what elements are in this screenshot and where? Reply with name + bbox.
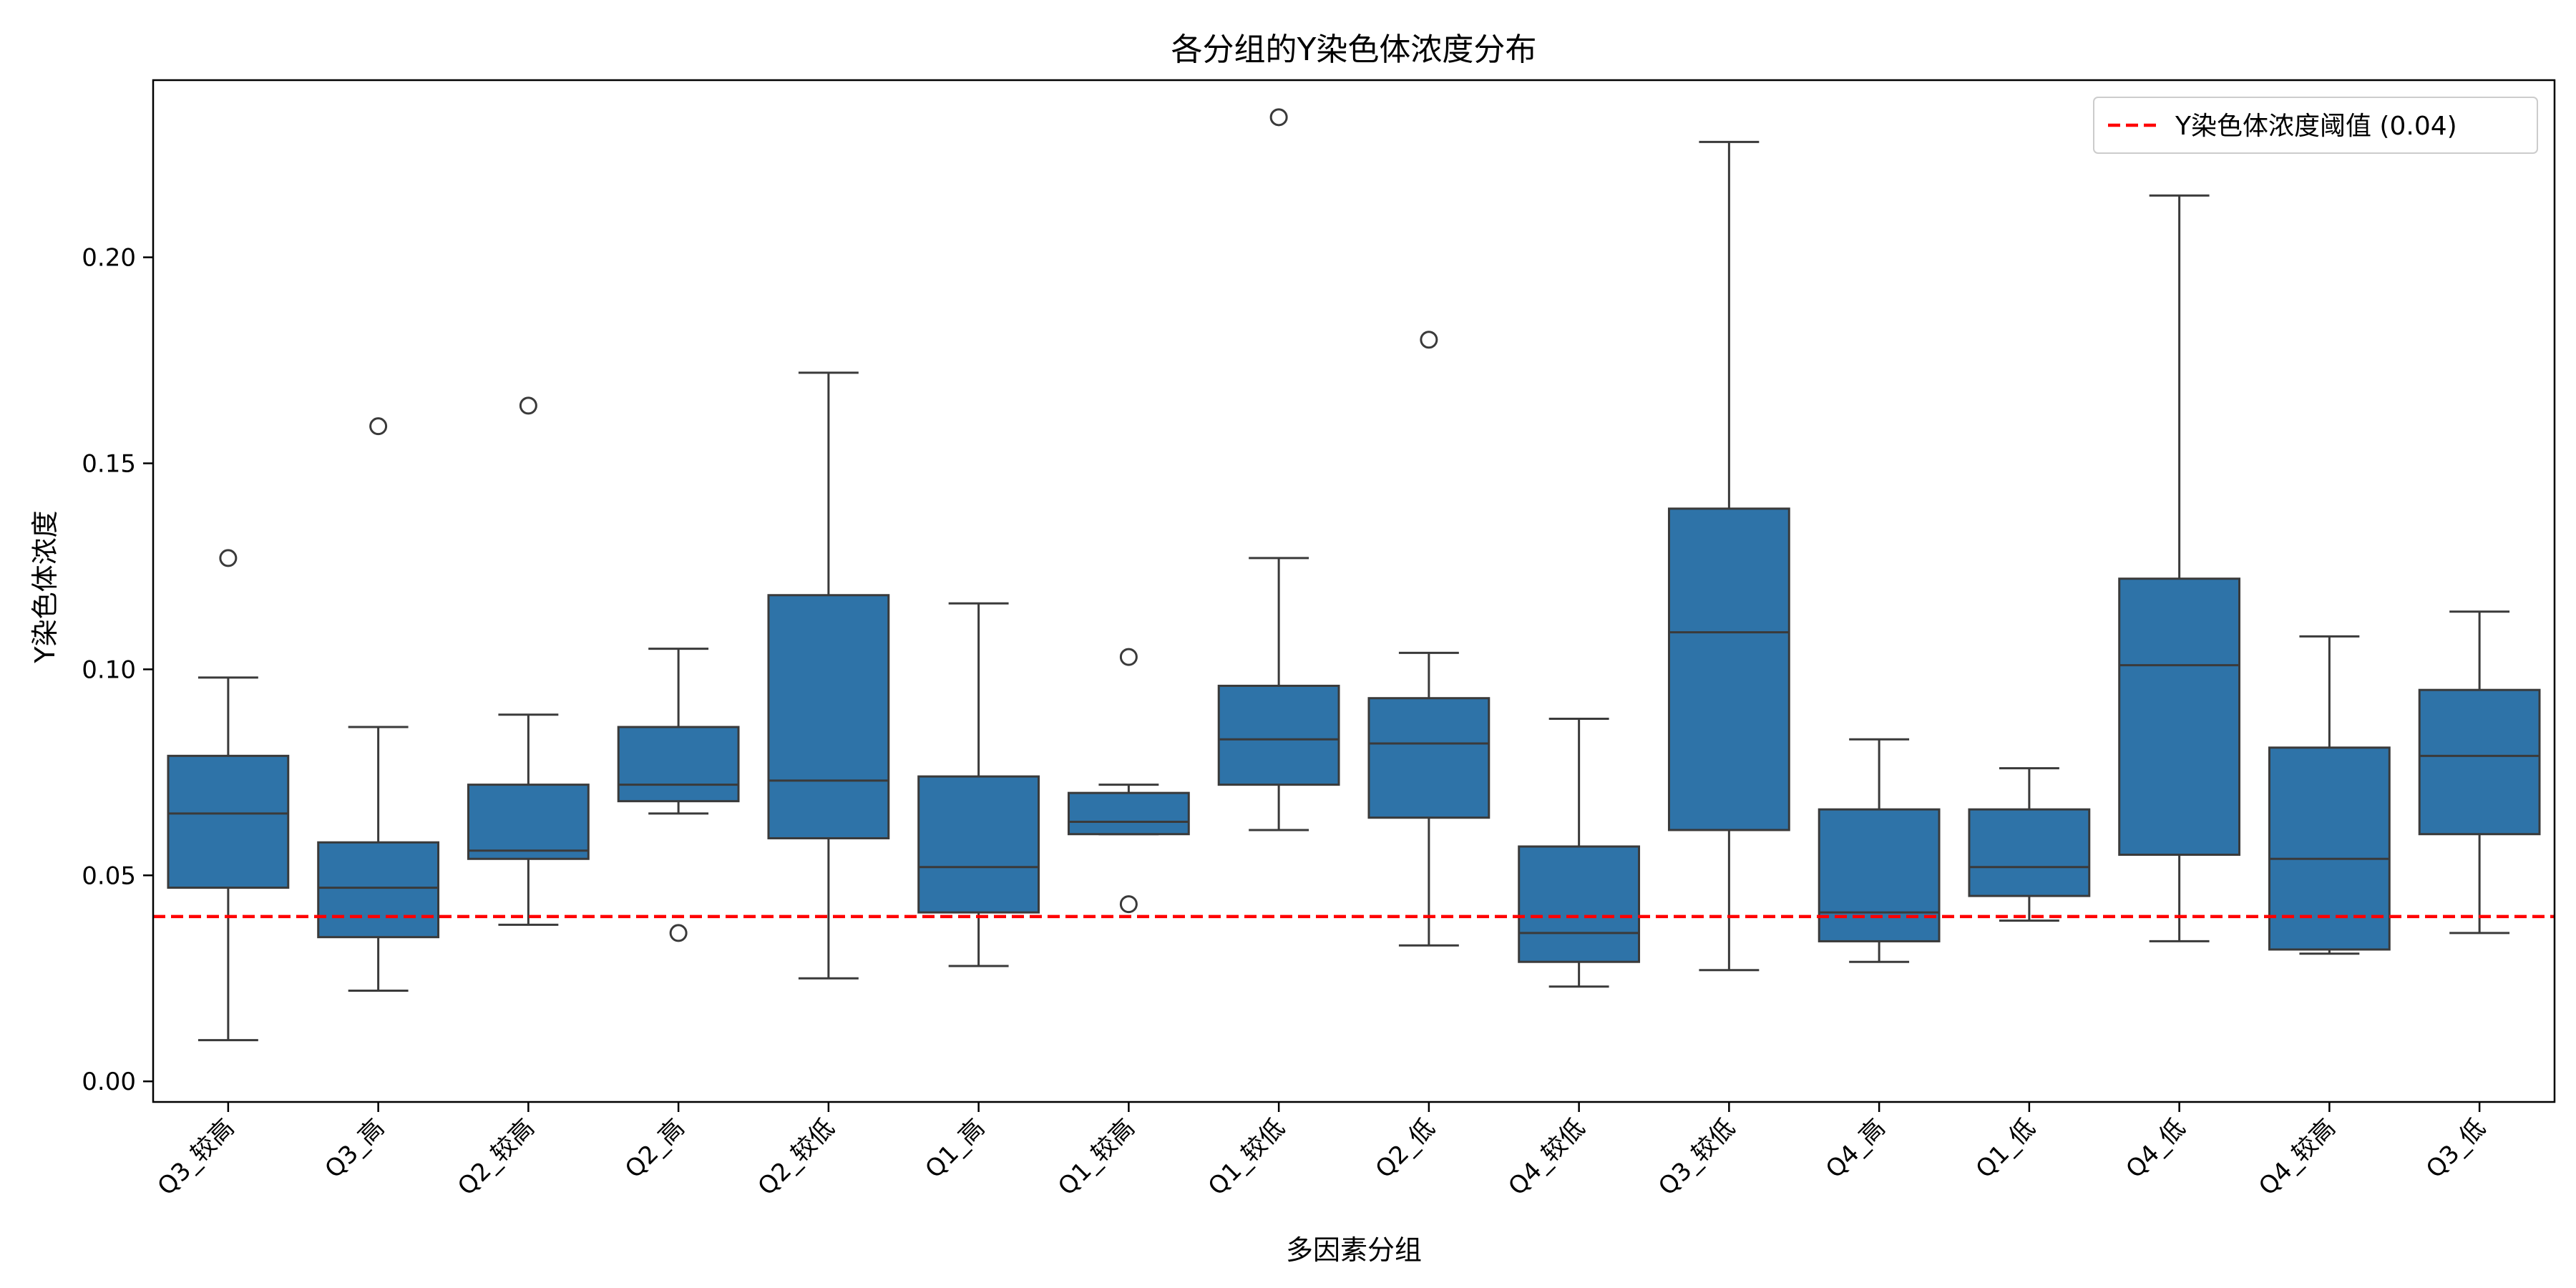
outlier-point bbox=[1420, 331, 1438, 349]
chart-title: 各分组的Y染色体浓度分布 bbox=[1171, 31, 1537, 68]
box-iqr bbox=[767, 594, 890, 839]
box-group bbox=[167, 549, 290, 1042]
box-iqr bbox=[1518, 845, 1641, 963]
box-iqr bbox=[617, 726, 740, 803]
y-tick-label: 0.20 bbox=[82, 244, 136, 273]
box-group bbox=[317, 417, 440, 992]
outlier-point bbox=[519, 396, 537, 415]
box-group bbox=[1968, 767, 2091, 922]
box-group bbox=[617, 648, 740, 942]
box-group bbox=[2418, 610, 2541, 935]
y-tick-label: 0.15 bbox=[82, 450, 136, 479]
box-iqr bbox=[467, 784, 590, 860]
outlier-point bbox=[1269, 108, 1288, 127]
box-group bbox=[917, 602, 1040, 967]
box-group bbox=[1367, 331, 1491, 947]
y-axis-label: Y染色体浓度 bbox=[29, 510, 61, 663]
outlier-point bbox=[669, 924, 688, 942]
box-iqr bbox=[1818, 808, 1941, 942]
box-group bbox=[767, 371, 890, 980]
legend: Y染色体浓度阈值 (0.04) bbox=[2093, 97, 2538, 154]
outlier-point bbox=[219, 549, 238, 567]
box-iqr bbox=[167, 754, 290, 889]
plot-frame bbox=[152, 79, 2556, 1103]
box-group bbox=[467, 396, 590, 926]
y-tick-label: 0.05 bbox=[82, 862, 136, 890]
outlier-point bbox=[1119, 895, 1138, 914]
box-iqr bbox=[2268, 746, 2391, 951]
box-iqr bbox=[917, 775, 1040, 914]
legend-threshold-label: Y染色体浓度阈值 (0.04) bbox=[2175, 112, 2457, 141]
x-axis-label: 多因素分组 bbox=[1286, 1234, 1422, 1266]
y-tick-label: 0.00 bbox=[82, 1068, 136, 1096]
box-group bbox=[1518, 718, 1641, 988]
box-group bbox=[1818, 738, 1941, 963]
box-iqr bbox=[1367, 697, 1491, 819]
box-group bbox=[1067, 648, 1190, 914]
y-tick-label: 0.10 bbox=[82, 655, 136, 684]
box-iqr bbox=[1667, 507, 1790, 831]
box-iqr bbox=[2418, 688, 2541, 836]
plot-area bbox=[152, 79, 2556, 1103]
box-iqr bbox=[1217, 684, 1340, 786]
box-iqr bbox=[317, 841, 440, 939]
box-iqr bbox=[1067, 791, 1190, 836]
outlier-point bbox=[1119, 648, 1138, 666]
box-group bbox=[1667, 140, 1790, 972]
legend-box bbox=[2093, 97, 2538, 154]
outlier-point bbox=[369, 417, 388, 436]
box-iqr bbox=[2118, 577, 2241, 857]
box-group bbox=[2118, 194, 2241, 942]
box-group bbox=[1217, 108, 1340, 831]
box-iqr bbox=[1968, 808, 2091, 897]
y-axis: 0.00 0.05 0.10 0.15 0.20 bbox=[82, 244, 153, 1096]
